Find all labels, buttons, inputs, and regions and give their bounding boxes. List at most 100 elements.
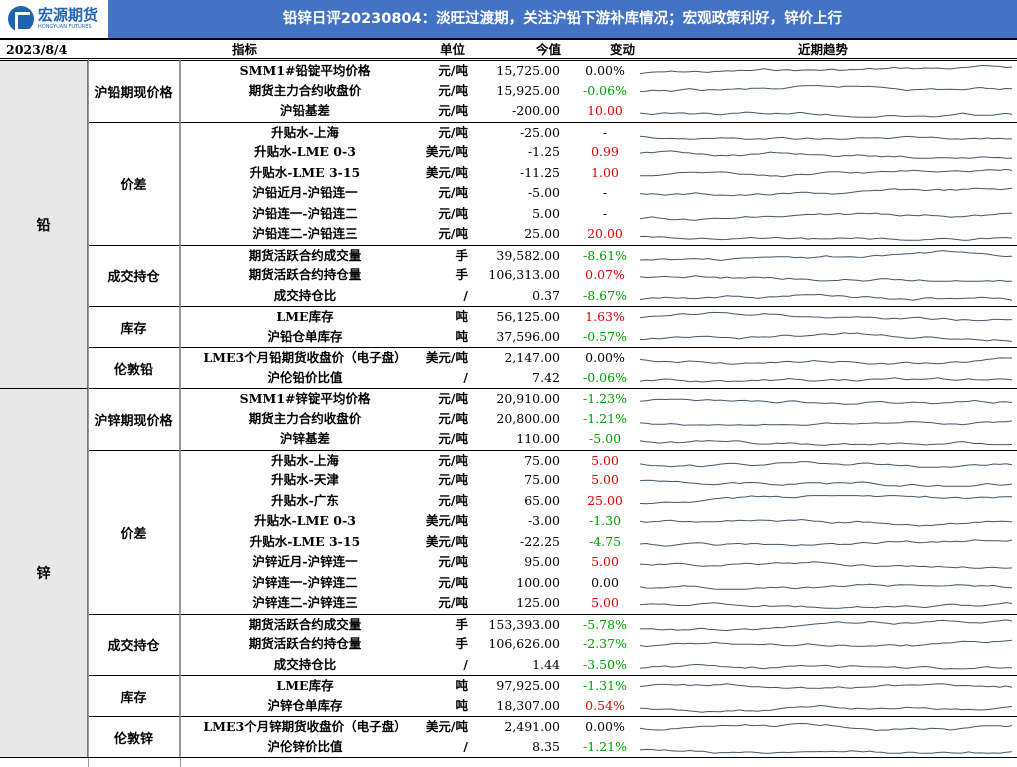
change-value: -0.06% <box>583 369 627 385</box>
trend-sparkline <box>640 331 1013 342</box>
table-row: 期货活跃合约成交量 手 153,393.00 -5.78% <box>180 613 1017 635</box>
change-value: -4.75 <box>588 533 622 549</box>
sparkline-path <box>640 518 1013 527</box>
change-value: -8.61% <box>583 247 627 263</box>
unit: 元/吨 <box>438 554 468 569</box>
trend-sparkline <box>640 583 1013 590</box>
current-value: -3.00 <box>527 513 560 528</box>
indicator-name: 成交持仓比 <box>273 656 337 672</box>
change-value: -1.21% <box>583 738 627 754</box>
trend-sparkline <box>640 187 1013 197</box>
sparkline-path <box>640 212 1013 221</box>
indicator-name: 沪铅连二-沪铅连三 <box>252 226 358 241</box>
current-value: 0.37 <box>532 287 560 303</box>
current-value: -200.00 <box>512 103 560 118</box>
unit: 美元/吨 <box>425 719 468 734</box>
indicator-name: 沪锌仓单库存 <box>267 697 343 713</box>
trend-sparkline <box>640 663 1012 670</box>
current-value: 15,725.00 <box>496 63 560 78</box>
change-value: -5.78% <box>583 616 627 632</box>
table-row: 升贴水-LME 0-3 美元/吨 -3.00 -1.30 <box>180 511 1017 532</box>
table-row: 升贴水-上海 元/吨 75.00 5.00 <box>180 449 1017 471</box>
subcategory-label: 库存 <box>88 306 180 347</box>
subcategory-label: 伦敦锌 <box>88 716 180 757</box>
trend-sparkline <box>640 683 1013 689</box>
current-value: 65.00 <box>524 492 560 508</box>
sparkline-path <box>640 168 1013 177</box>
table-row: 沪锌连一-沪锌连二 元/吨 100.00 0.00 <box>180 573 1017 594</box>
table-row: 成交持仓比 / 1.44 -3.50% <box>180 655 1017 676</box>
indicator-name: 期货活跃合约持仓量 <box>248 636 362 651</box>
brand-mark-icon <box>8 6 34 32</box>
unit: 吨 <box>455 697 468 713</box>
sparkline-path <box>640 748 1013 754</box>
change-value: -1.30 <box>588 513 622 528</box>
indicator-name: LME3个月锌期货收盘价（电子盘） <box>203 719 407 734</box>
col-trend: 近期趋势 <box>798 42 849 57</box>
trend-sparkline <box>640 168 1013 177</box>
trend-sparkline <box>640 212 1013 221</box>
unit: 元/吨 <box>438 431 468 446</box>
change-value: - <box>602 185 608 200</box>
trend-sparkline <box>640 275 1013 282</box>
change-value: 5.00 <box>591 554 619 569</box>
indicator-name: 沪铅连一-沪铅连二 <box>252 205 358 221</box>
indicator-name: 期货主力合约收盘价 <box>248 410 362 426</box>
table-bottom-border <box>0 757 1017 758</box>
unit: 手 <box>455 616 468 632</box>
indicator-name: 沪铅基差 <box>279 103 330 118</box>
change-value: 0.99 <box>591 144 619 159</box>
sparkline-path <box>640 561 1013 569</box>
table-row: SMM1#铅锭平均价格 元/吨 15,725.00 0.00% <box>180 60 1017 81</box>
table-row: 沪铅仓单库存 吨 37,596.00 -0.57% <box>180 327 1017 348</box>
sparkline-path <box>640 275 1013 282</box>
subcategory-label: 成交持仓 <box>88 244 180 306</box>
current-value: 56,125.00 <box>496 309 560 324</box>
trend-sparkline <box>640 65 1013 75</box>
change-value: -0.57% <box>583 328 627 344</box>
column-divider <box>180 59 181 767</box>
table-row: 期货主力合约收盘价 元/吨 20,800.00 -1.21% <box>180 409 1017 430</box>
unit: / <box>463 287 468 303</box>
indicator-name: SMM1#铅锭平均价格 <box>239 63 371 78</box>
table-row: 沪锌基差 元/吨 110.00 -5.00 <box>180 429 1017 450</box>
change-value: 0.00 <box>591 574 619 590</box>
change-value: -3.50% <box>583 656 627 672</box>
change-value: -1.23% <box>583 391 627 406</box>
current-value: 20,800.00 <box>496 410 560 426</box>
change-value: 5.00 <box>591 452 619 468</box>
trend-sparkline <box>640 84 1013 92</box>
indicator-name: 升贴水-上海 <box>271 124 339 140</box>
indicator-name: 升贴水-LME 0-3 <box>254 144 356 159</box>
sparkline-path <box>640 618 1013 631</box>
sparkline-path <box>640 150 1012 159</box>
table-row: 沪锌连二-沪锌连三 元/吨 125.00 5.00 <box>180 593 1017 614</box>
unit: 吨 <box>455 309 468 324</box>
trend-sparkline <box>640 311 1013 322</box>
current-value: 25.00 <box>524 226 560 241</box>
current-value: 125.00 <box>516 595 560 610</box>
table-row: 升贴水-LME 0-3 美元/吨 -1.25 0.99 <box>180 142 1017 163</box>
subcategory-label: 沪铅期现价格 <box>88 60 180 122</box>
change-value: -8.67% <box>583 287 627 303</box>
sparkline-path <box>640 419 1013 426</box>
current-value: 15,925.00 <box>496 82 560 98</box>
sparkline-path <box>640 460 1013 468</box>
report-header: 宏源期货 HONGYUAN FUTURES 铅锌日评20230804：淡旺过渡期… <box>0 0 1017 38</box>
change-value: 5.00 <box>591 595 619 610</box>
indicator-name: LME库存 <box>276 309 334 324</box>
unit: 美元/吨 <box>425 350 468 365</box>
indicator-name: 沪锌基差 <box>279 431 330 446</box>
unit: 元/吨 <box>438 492 468 508</box>
trend-sparkline <box>640 376 1013 383</box>
unit: / <box>463 369 468 385</box>
current-value: 5.00 <box>532 205 560 221</box>
unit: 吨 <box>455 328 468 344</box>
table-row: 沪伦铅价比值 / 7.42 -0.06% <box>180 368 1017 389</box>
table-row: 升贴水-LME 3-15 美元/吨 -22.25 -4.75 <box>180 532 1017 553</box>
unit: / <box>463 656 468 672</box>
subcategory-label: 价差 <box>88 121 180 245</box>
trend-sparkline <box>640 293 1013 301</box>
table-row: 期货主力合约收盘价 元/吨 15,925.00 -0.06% <box>180 81 1017 102</box>
change-value: -2.37% <box>583 636 627 651</box>
